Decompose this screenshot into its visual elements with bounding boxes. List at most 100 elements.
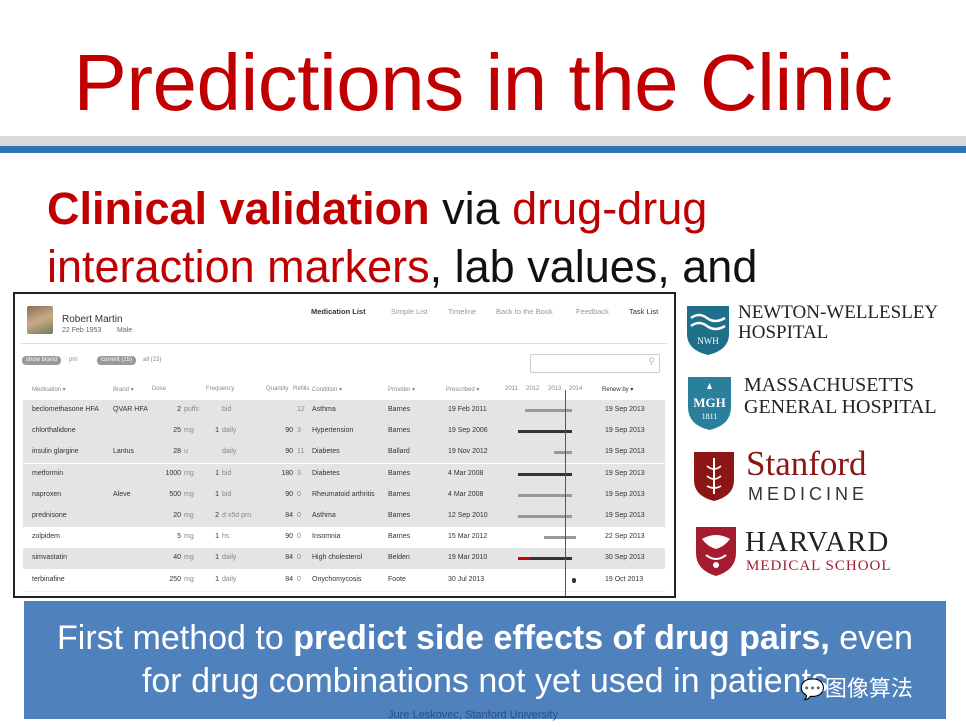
- cell-refills: 11: [297, 448, 305, 456]
- table-row[interactable]: prednisone 20 mg 2 d x5d prn 84 0 Asthma Barnes 1…: [23, 506, 665, 527]
- tab-task-list[interactable]: Task List: [629, 307, 659, 316]
- timeline-bar: [554, 451, 572, 455]
- cell-condition: Asthma: [312, 406, 336, 413]
- cell-quantity: 180: [281, 469, 293, 477]
- table-row[interactable]: beclomethasone HFA QVAR HFA 2 puffs bid 12 Ast…: [23, 400, 665, 421]
- summary-line1-pre: First method to: [57, 619, 294, 657]
- cell-condition: Hypertension: [312, 427, 354, 435]
- tab-timeline[interactable]: Timeline: [448, 307, 477, 316]
- title-divider-grey: [0, 136, 966, 146]
- mgh-line2: GENERAL HOSPITAL: [744, 396, 937, 418]
- mgh-year-text: 1811: [702, 412, 718, 421]
- nwh-line1: NEWTON-WELLESLEY: [738, 302, 939, 323]
- subtitle-lab-values: , lab values, and: [429, 241, 758, 292]
- timeline-bar: [518, 472, 572, 476]
- tab-simple-list[interactable]: Simple List: [391, 307, 428, 316]
- harvard-logo-school: MEDICAL SCHOOL: [746, 558, 892, 574]
- timeline-bar: [518, 557, 572, 561]
- cell-freq: daily: [222, 575, 237, 583]
- mgh-badge-text: MGH: [693, 395, 726, 410]
- cell-freq-count: 1: [215, 469, 219, 477]
- tab-feedback[interactable]: Feedback: [576, 307, 609, 316]
- col-refills: Refills: [293, 386, 310, 392]
- nwh-logo-text: NEWTON-WELLESLEY HOSPITAL: [738, 303, 938, 343]
- table-row[interactable]: zolpidem 5 mg 1 hs 90 0 Insomnia Barnes 15 Mar 20…: [23, 527, 665, 550]
- all-filter[interactable]: all (23): [143, 357, 162, 363]
- nwh-badge-text: NWH: [697, 336, 719, 346]
- cell-freq: d x5d prn: [222, 512, 252, 519]
- cell-freq: daily: [222, 448, 237, 456]
- col-year-2014: 2014: [569, 386, 583, 392]
- table-row[interactable]: naproxen Aleve 500 mg 1 bid 90 0 Rheumatoid arth…: [23, 484, 665, 506]
- tab-medication-list[interactable]: Medication List: [311, 307, 366, 316]
- cell-dose-unit: mg: [184, 427, 194, 435]
- cell-freq: bid: [222, 406, 232, 413]
- table-row[interactable]: simvastatin 40 mg 1 daily 84 0 High cholesterol…: [23, 548, 665, 570]
- cell-dose-amount: 28: [173, 448, 181, 456]
- cell-renew-by-date: 19 Sep 2013: [605, 406, 645, 413]
- col-renew-by[interactable]: Renew by ▾: [602, 387, 634, 393]
- table-row[interactable]: insulin glargine Lantus 28 u daily 90 11 Diabet…: [23, 442, 665, 464]
- stanford-logo-medicine: MEDICINE: [748, 484, 869, 504]
- cell-condition: Diabetes: [312, 469, 340, 477]
- cell-prescribed-date: 30 Jul 2013: [448, 575, 485, 583]
- prn-filter[interactable]: prn: [69, 357, 78, 363]
- cell-dose-unit: u: [184, 448, 188, 456]
- cell-med-name: beclomethasone HFA: [32, 406, 99, 413]
- col-dose: Dose: [152, 386, 167, 392]
- cell-condition: Diabetes: [312, 448, 340, 456]
- cell-renew-by-date: 30 Sep 2013: [605, 554, 645, 562]
- cell-condition: Onychomycosis: [312, 575, 362, 583]
- cell-freq-count: 2: [215, 512, 219, 519]
- col-brand[interactable]: Brand ▾: [113, 387, 134, 393]
- cell-prescribed-date: 19 Feb 2011: [448, 406, 487, 413]
- cell-freq-count: 1: [215, 575, 219, 583]
- cell-refills: 0: [297, 533, 301, 541]
- cell-dose-unit: mg: [184, 554, 194, 562]
- timeline-bar: [571, 577, 576, 583]
- cell-condition: High cholesterol: [312, 554, 363, 562]
- patient-dob: 22 Feb 1953: [62, 327, 102, 334]
- table-row[interactable]: terbinafine 250 mg 1 daily 84 0 Onychomycosis Fo…: [23, 569, 665, 592]
- col-provider[interactable]: Provider ▾: [388, 387, 416, 393]
- cell-dose-amount: 40: [173, 554, 181, 562]
- col-prescribed[interactable]: Prescribed ▾: [446, 387, 480, 393]
- cell-brand: Lantus: [113, 448, 135, 456]
- author-credit: Jure Leskovec, Stanford University: [388, 709, 558, 721]
- table-row[interactable]: chlorthalidone 25 mg 1 daily 90 3 Hypertension B…: [23, 421, 665, 443]
- show-brand-toggle[interactable]: show brand: [22, 356, 62, 365]
- search-input[interactable]: ⚲: [530, 354, 660, 373]
- cell-freq-count: 1: [215, 554, 219, 562]
- subtitle-via: via: [429, 183, 513, 234]
- cell-freq: daily: [222, 427, 237, 435]
- cell-med-name: prednisone: [32, 512, 67, 519]
- watermark-text: 图像算法: [824, 676, 913, 701]
- col-medication[interactable]: Medication ▾: [32, 387, 66, 393]
- cell-freq-count: 1: [215, 490, 219, 498]
- summary-line1-post: even: [829, 619, 913, 657]
- cell-freq-count: 1: [215, 533, 219, 541]
- current-filter[interactable]: current (15): [97, 356, 137, 365]
- table-row[interactable]: metformin 1000 mg 1 bid 180 3 Diabetes Barnes 4 M…: [23, 463, 665, 485]
- col-year-2013: 2013: [548, 386, 562, 392]
- summary-box: First method to predict side effects of …: [24, 601, 946, 719]
- cell-refills: 0: [297, 554, 301, 562]
- timeline-bar: [518, 430, 572, 434]
- avatar: [27, 306, 53, 334]
- summary-line1: First method to predict side effects of …: [24, 619, 946, 658]
- cell-refills: 3: [297, 427, 301, 435]
- title-divider-blue: [0, 146, 966, 153]
- cell-provider: Barnes: [388, 427, 411, 435]
- cell-condition: Rheumatoid arthritis: [312, 490, 375, 498]
- cell-prescribed-date: 15 Mar 2012: [448, 533, 488, 541]
- col-year-2011: 2011: [505, 386, 518, 392]
- mgh-logo-text: MASSACHUSETTS GENERAL HOSPITAL: [744, 374, 937, 418]
- cell-dose-unit: mg: [184, 575, 194, 583]
- col-condition[interactable]: Condition ▾: [312, 387, 343, 393]
- mgh-line1: MASSACHUSETTS: [744, 374, 915, 396]
- tab-back-to-the-book[interactable]: Back to the Book: [496, 307, 553, 316]
- harvard-logo-name: HARVARD: [745, 526, 890, 558]
- cell-prescribed-date: 19 Mar 2010: [448, 554, 488, 562]
- subtitle: Clinical validation via drug-drug intera…: [47, 180, 947, 296]
- timeline-bar-alert: [518, 557, 531, 561]
